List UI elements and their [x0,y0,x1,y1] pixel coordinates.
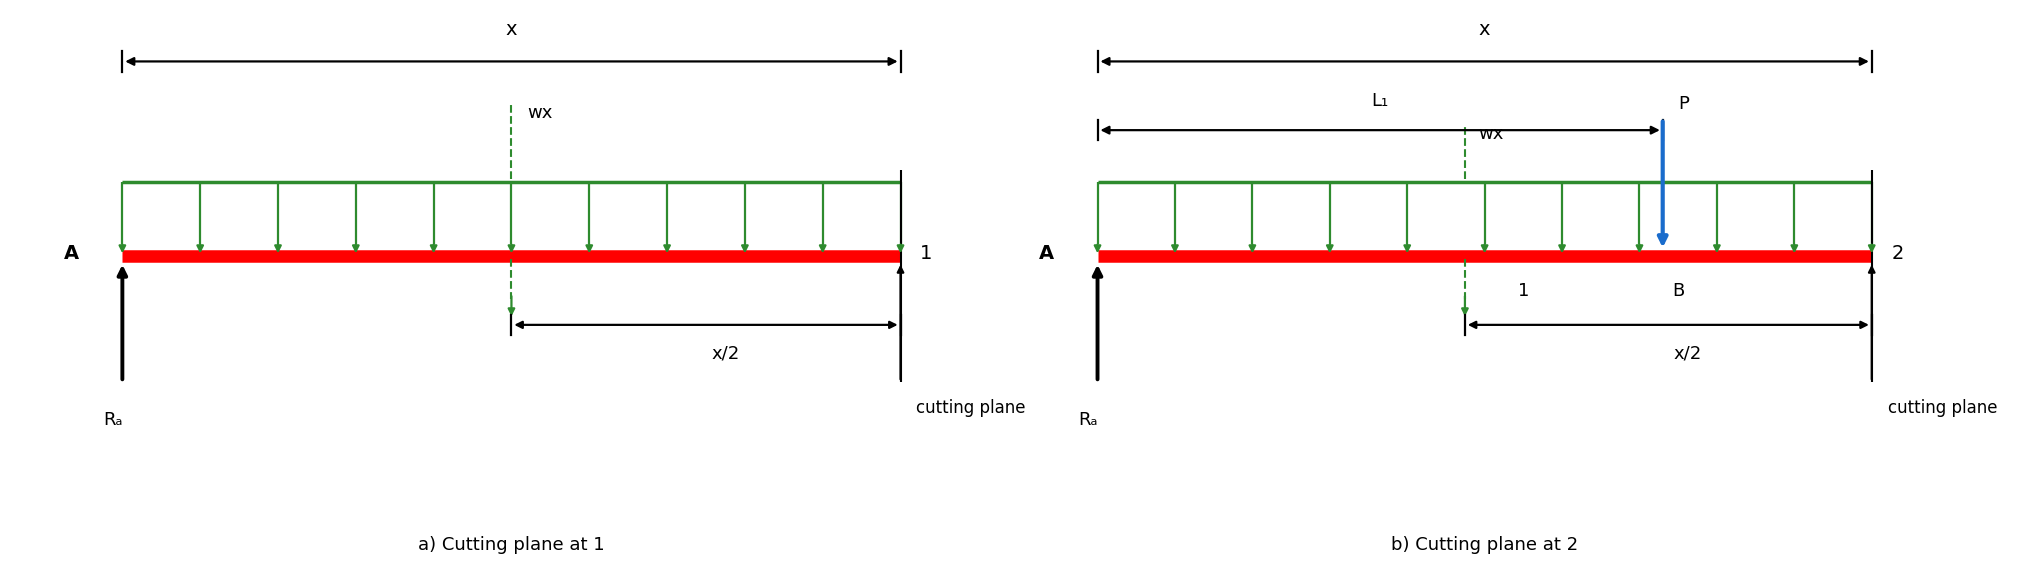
Text: x: x [505,20,517,38]
Text: Rₐ: Rₐ [1078,411,1098,429]
Text: wx: wx [1478,125,1504,143]
Text: x/2: x/2 [1674,345,1702,363]
Text: B: B [1672,282,1684,300]
Text: Rₐ: Rₐ [103,411,123,429]
Text: P: P [1678,95,1690,113]
Text: b) Cutting plane at 2: b) Cutting plane at 2 [1391,536,1579,554]
Text: 1: 1 [921,244,933,263]
Text: 2: 2 [1892,244,1904,263]
Text: a) Cutting plane at 1: a) Cutting plane at 1 [418,536,606,554]
Text: A: A [65,244,79,263]
Text: x/2: x/2 [711,345,739,363]
Text: x: x [1478,20,1490,38]
Text: cutting plane: cutting plane [1888,399,1997,417]
Text: 1: 1 [1518,282,1530,300]
Text: cutting plane: cutting plane [917,399,1026,417]
Text: wx: wx [527,103,553,121]
Text: A: A [1040,244,1054,263]
Text: L₁: L₁ [1371,92,1389,110]
